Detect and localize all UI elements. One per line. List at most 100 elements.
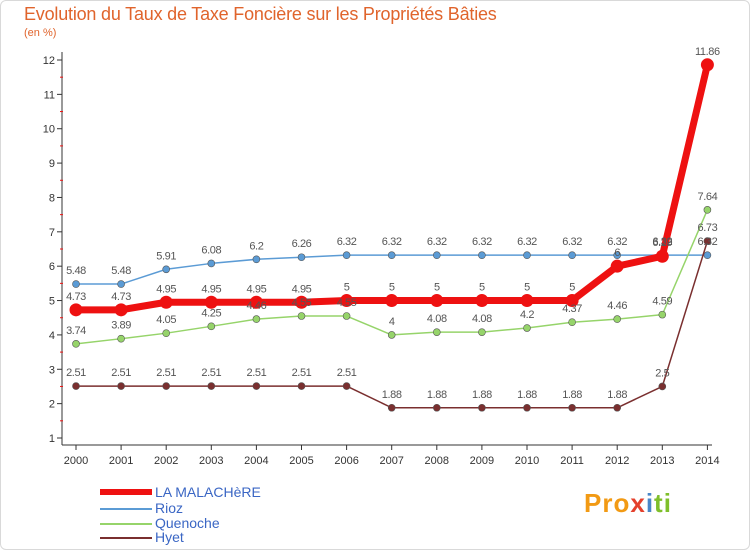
data-point-3 — [297, 382, 306, 390]
data-point-1 — [478, 251, 486, 259]
x-tick-label: 2010 — [515, 455, 539, 467]
legend-label-la-malachere: LA MALACHèRE — [155, 484, 261, 500]
legend-label-hyet: Hyet — [155, 529, 184, 545]
data-point-2 — [72, 340, 80, 348]
data-label-3: 2.5 — [655, 367, 669, 379]
data-point-2 — [297, 312, 306, 320]
proxiti-logo: Proxiti — [584, 488, 672, 518]
data-point-2 — [207, 322, 216, 331]
data-point-2 — [703, 206, 712, 214]
data-point-1 — [342, 251, 351, 259]
data-point-2 — [568, 318, 576, 326]
data-label-0: 5 — [389, 282, 395, 294]
data-label-0: 5 — [434, 282, 440, 294]
data-label-2: 7.64 — [697, 191, 717, 203]
data-point-0 — [430, 294, 444, 308]
data-point-2 — [117, 334, 125, 343]
data-point-3 — [117, 382, 125, 390]
data-label-1: 5.48 — [66, 265, 86, 277]
data-label-2: 4.25 — [201, 307, 221, 319]
data-point-0 — [340, 294, 354, 308]
data-label-2: 4.37 — [562, 303, 582, 315]
data-label-3: 2.51 — [66, 367, 86, 379]
x-tick-label: 2001 — [109, 455, 133, 467]
data-point-3 — [387, 403, 396, 412]
data-point-0 — [385, 294, 399, 308]
data-label-0: 6.29 — [652, 237, 672, 249]
data-label-1: 6.2 — [249, 240, 263, 252]
y-tick-label: 2 — [49, 399, 55, 411]
data-label-3: 1.88 — [382, 389, 402, 401]
data-point-1 — [207, 259, 216, 268]
data-label-1: 6.26 — [292, 238, 312, 250]
data-label-0: 5 — [344, 282, 350, 294]
data-label-0: 4.95 — [292, 283, 312, 295]
data-point-2 — [342, 312, 351, 320]
data-point-0 — [249, 295, 263, 309]
data-point-1 — [703, 251, 712, 259]
data-label-1: 6.32 — [517, 236, 537, 248]
data-point-3 — [207, 382, 216, 390]
data-point-1 — [162, 265, 170, 274]
data-label-2: 4 — [389, 316, 395, 328]
data-point-3 — [478, 403, 486, 412]
data-label-3: 1.88 — [517, 389, 537, 401]
data-label-3: 6.73 — [697, 222, 717, 234]
data-point-2 — [523, 324, 531, 332]
data-label-3: 2.51 — [292, 367, 312, 379]
data-label-2: 4.55 — [292, 297, 312, 309]
data-label-0: 4.95 — [246, 283, 266, 295]
data-point-1 — [297, 253, 306, 262]
unit-label: (en %) — [24, 27, 57, 39]
data-label-3: 2.51 — [111, 367, 131, 379]
data-label-0: 4.73 — [111, 291, 131, 303]
data-point-3 — [162, 382, 170, 390]
y-tick-label: 6 — [49, 261, 55, 273]
x-tick-label: 2007 — [379, 455, 403, 467]
legend-swatch-la-malachere — [100, 489, 152, 495]
y-tick-label: 12 — [43, 55, 55, 67]
data-label-1: 6.32 — [427, 236, 447, 248]
data-label-1: 6.32 — [382, 236, 402, 248]
data-label-0: 4.95 — [156, 283, 176, 295]
data-point-0 — [159, 295, 173, 309]
x-tick-label: 2011 — [560, 455, 584, 467]
y-tick-label: 1 — [49, 433, 55, 445]
data-label-0: 5 — [524, 282, 530, 294]
data-point-2 — [387, 331, 396, 339]
data-point-2 — [252, 315, 261, 323]
y-tick-label: 3 — [49, 364, 55, 376]
data-label-0: 11.86 — [695, 46, 720, 58]
data-label-1: 5.91 — [156, 250, 176, 262]
data-label-3: 2.51 — [337, 367, 357, 379]
legend-swatch-hyet — [100, 537, 152, 539]
data-point-3 — [613, 403, 622, 412]
x-tick-label: 2013 — [650, 455, 674, 467]
data-label-1: 6.32 — [472, 236, 492, 248]
x-tick-label: 2005 — [289, 455, 313, 467]
x-tick-label: 2009 — [470, 455, 494, 467]
data-point-2 — [613, 315, 622, 323]
data-point-3 — [72, 382, 80, 390]
data-point-0 — [565, 294, 579, 308]
x-tick-label: 2003 — [199, 455, 223, 467]
data-label-3: 1.88 — [427, 389, 447, 401]
data-label-1: 6.32 — [562, 236, 582, 248]
data-point-1 — [117, 280, 125, 288]
data-label-3: 1.88 — [607, 389, 627, 401]
data-label-3: 2.51 — [201, 367, 221, 379]
data-label-2: 4.08 — [427, 313, 447, 325]
data-point-3 — [342, 382, 351, 390]
y-tick-label: 7 — [49, 227, 55, 239]
data-point-0 — [700, 58, 714, 72]
y-tick-label: 5 — [49, 296, 55, 308]
data-point-1 — [523, 251, 531, 259]
data-point-0 — [69, 303, 83, 317]
y-tick-label: 10 — [43, 124, 55, 136]
data-label-2: 4.05 — [156, 314, 176, 326]
data-label-2: 3.89 — [111, 320, 131, 332]
data-point-2 — [162, 329, 170, 337]
data-label-3: 2.51 — [156, 367, 176, 379]
data-label-2: 4.2 — [520, 309, 534, 321]
